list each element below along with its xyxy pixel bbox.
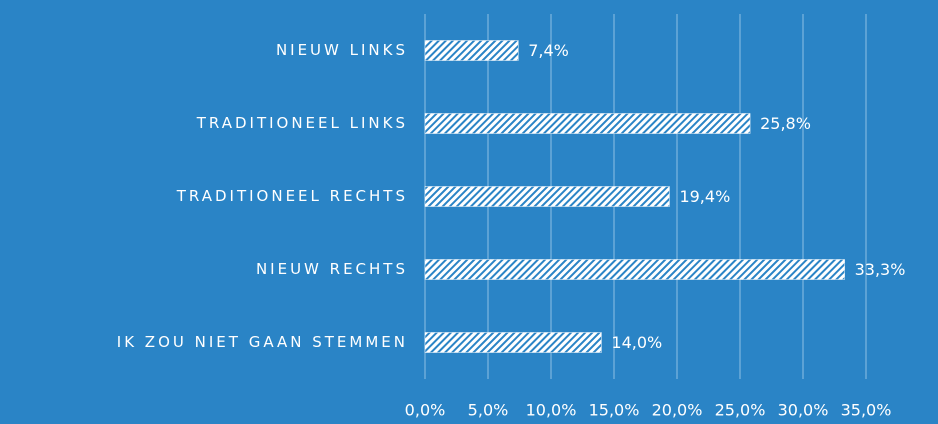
x-tick-label: 25,0%: [715, 401, 766, 420]
y-tick-label: NIEUW RECHTS: [256, 260, 408, 278]
data-label: 7,4%: [528, 41, 569, 60]
x-tick-label: 20,0%: [652, 401, 703, 420]
bar: [424, 332, 602, 353]
x-tick-label: 10,0%: [526, 401, 577, 420]
x-tick-label: 0,0%: [405, 401, 446, 420]
data-label: 19,4%: [679, 187, 730, 206]
y-tick-label: TRADITIONEEL RECHTS: [176, 187, 408, 205]
y-tick-label: NIEUW LINKS: [276, 41, 408, 59]
x-tick-label: 35,0%: [841, 401, 892, 420]
bar: [424, 113, 751, 134]
bar: [424, 40, 519, 61]
x-tick-label: 30,0%: [778, 401, 829, 420]
y-tick-label: IK ZOU NIET GAAN STEMMEN: [117, 333, 408, 351]
bar: [424, 186, 670, 207]
x-tick-label: 5,0%: [468, 401, 509, 420]
data-label: 25,8%: [760, 114, 811, 133]
bar: [424, 259, 845, 280]
x-tick-label: 15,0%: [589, 401, 640, 420]
y-tick-label: TRADITIONEEL LINKS: [196, 114, 408, 132]
data-label: 33,3%: [855, 260, 906, 279]
data-label: 14,0%: [611, 333, 662, 352]
